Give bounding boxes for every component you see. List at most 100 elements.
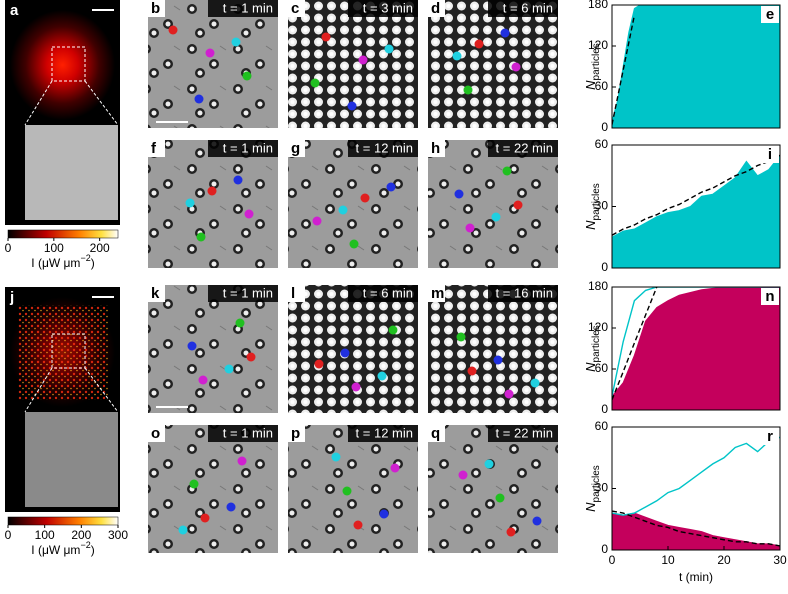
zoom-image (25, 125, 118, 220)
tracked-particle (351, 382, 361, 392)
label-bg (488, 285, 558, 302)
area-fill (612, 513, 780, 550)
tracked-particle (310, 78, 320, 88)
y-axis-label: Nparticles (583, 183, 601, 230)
y-tick-label: 0 (601, 402, 608, 416)
label-bg (208, 285, 278, 302)
label-bg (348, 285, 418, 302)
micrograph (428, 425, 558, 553)
tracked-particle (200, 513, 210, 523)
micrograph (428, 0, 558, 128)
label-bg (428, 140, 445, 157)
tracked-particle (226, 502, 236, 512)
tracked-particle (502, 166, 512, 176)
y-tick-label: 60 (595, 419, 609, 433)
panel-letter: e (766, 6, 774, 23)
time-label: t = 22 min (496, 140, 553, 155)
tracked-particle (198, 375, 208, 385)
zoom-line (84, 80, 119, 126)
fit-line (612, 287, 658, 401)
micrograph (148, 285, 278, 413)
colorbar-label-main: I (μW μm (31, 543, 80, 557)
micrograph (148, 0, 278, 128)
micrograph (148, 140, 278, 268)
laser-spot (10, 10, 115, 120)
data-line (612, 287, 780, 397)
zoom-line (24, 80, 53, 126)
label-bg (148, 0, 165, 17)
tracked-particle (504, 389, 514, 399)
label-bg (488, 425, 558, 442)
tracked-particle (506, 527, 516, 537)
y-tick-label: 0 (601, 542, 608, 556)
panel-letter: o (151, 425, 160, 442)
tracked-particle (463, 85, 473, 95)
x-axis-label: t (min) (679, 570, 713, 584)
tracked-particle (196, 232, 206, 242)
tracked-particle (495, 493, 505, 503)
time-label: t = 16 min (496, 285, 553, 300)
tracked-particle (358, 55, 368, 65)
area-outline (612, 5, 780, 122)
tracked-particle (377, 371, 387, 381)
zoom-box (51, 46, 86, 82)
colorbar-tick-label: 200 (71, 528, 91, 542)
tracked-particle (349, 239, 359, 249)
colorbar-tick-label: 0 (5, 241, 12, 255)
micrograph (288, 425, 418, 553)
tracked-particle (205, 48, 215, 58)
panel-letter: f (151, 140, 157, 157)
fit-line (612, 154, 780, 236)
time-label: t = 3 min (363, 0, 413, 15)
tracked-particle (458, 470, 468, 480)
area-fill (612, 287, 780, 410)
tracked-particle (388, 325, 398, 335)
panel-letter: d (431, 0, 440, 17)
label-bg (288, 425, 305, 442)
label-bg (488, 0, 558, 17)
time-label: t = 12 min (356, 425, 413, 440)
colorbar-tick-label: 200 (90, 241, 110, 255)
tracked-particle (342, 486, 352, 496)
tracked-particle (513, 200, 523, 210)
tracked-particle (314, 359, 324, 369)
x-tick-label: 20 (717, 553, 731, 567)
plot-area (612, 436, 780, 550)
panel-letter: a (10, 2, 19, 19)
x-tick-label: 30 (773, 553, 787, 567)
area-outline (612, 287, 780, 397)
tracked-particle (242, 71, 252, 81)
y-label-subscript: particles (591, 183, 602, 220)
y-label-symbol: N (583, 362, 598, 372)
y-axis-label: Nparticles (583, 325, 601, 372)
y-label-subscript: particles (591, 43, 602, 80)
tracked-particle (178, 525, 188, 535)
tracked-particle (353, 520, 363, 530)
panel-letter: j (9, 289, 14, 306)
tracked-particle (312, 216, 322, 226)
colorbar-tick-label: 0 (5, 528, 12, 542)
micrograph (148, 425, 278, 553)
y-tick-label: 60 (595, 361, 609, 375)
tracked-particle (189, 479, 199, 489)
x-tick-label: 0 (609, 553, 616, 567)
tracked-particle (194, 94, 204, 104)
tracked-particle (379, 509, 389, 519)
tracked-particle (493, 355, 503, 365)
plot-frame (611, 4, 781, 129)
data-line (612, 436, 780, 516)
colorbar-label-main: I (μW μm (31, 256, 80, 270)
y-tick-label: 60 (595, 137, 609, 151)
plot-area (612, 154, 780, 268)
label-bg (208, 140, 278, 157)
tracked-particle (235, 318, 245, 328)
panel-letter: i (768, 146, 772, 163)
colorbar (7, 516, 119, 526)
label-bg (428, 0, 445, 17)
colorbar-label: I (μW μm−2) (31, 540, 94, 557)
label-bg (428, 285, 445, 302)
tracked-particle (500, 28, 510, 38)
colorbar (7, 229, 119, 239)
colorbar-tick-label: 100 (35, 528, 55, 542)
